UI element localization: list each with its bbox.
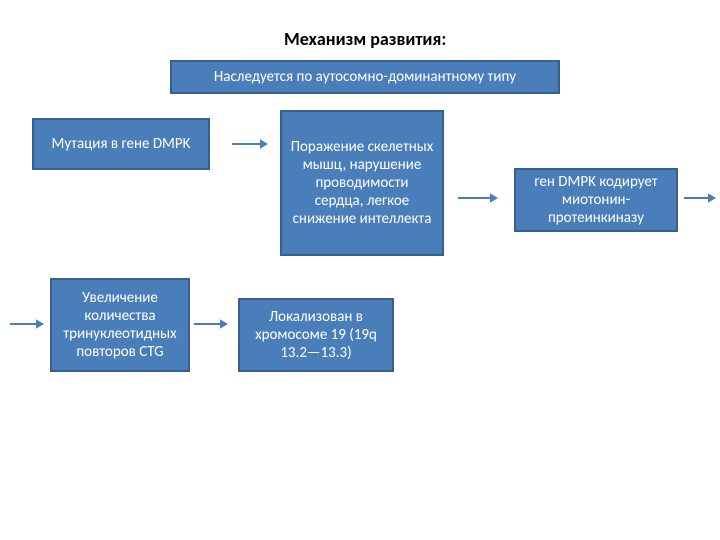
arrow-a1	[452, 184, 504, 212]
arrow-a0	[226, 130, 274, 158]
flowchart-node-n2: Поражение скелетных мышц, нарушение пров…	[280, 110, 444, 256]
flowchart-node-n0: Наследуется по аутосомно-доминантному ти…	[170, 60, 560, 94]
arrow-a4	[188, 310, 234, 338]
flowchart-node-n4: Увеличение количества тринуклеотидных по…	[50, 278, 190, 372]
arrow-a3	[4, 310, 50, 338]
flowchart-node-n5: Локализован в хромосоме 19 (19q 13.2—13.…	[238, 298, 394, 372]
flowchart-node-n3: ген DMPK кодирует миотонин-протеинкиназу	[514, 168, 678, 232]
arrow-a2	[678, 184, 720, 212]
flowchart-node-n1: Мутация в гене DMPK	[32, 118, 210, 170]
diagram-title: Механизм развития:	[284, 28, 446, 50]
